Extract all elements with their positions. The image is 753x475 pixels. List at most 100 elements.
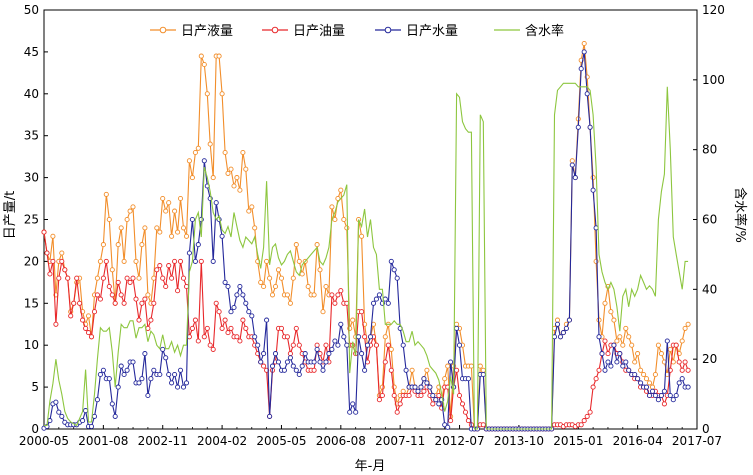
- data-point: [335, 292, 341, 298]
- data-point: [685, 367, 691, 373]
- data-point: [578, 422, 584, 428]
- data-point: [175, 288, 181, 294]
- data-point: [192, 317, 198, 323]
- data-point: [50, 258, 56, 264]
- data-point: [623, 359, 629, 365]
- data-point: [635, 351, 641, 357]
- data-point: [359, 233, 365, 239]
- data-point: [620, 363, 626, 369]
- data-point: [323, 283, 329, 290]
- data-point: [97, 296, 103, 302]
- data-point: [320, 367, 326, 373]
- data-point: [258, 359, 264, 365]
- data-point: [326, 351, 332, 357]
- data-point: [139, 300, 145, 306]
- data-point: [249, 204, 255, 210]
- data-point: [290, 363, 296, 369]
- data-point: [219, 233, 225, 239]
- data-point: [332, 300, 338, 306]
- data-point: [68, 313, 74, 319]
- data-point: [160, 275, 166, 281]
- data-point: [154, 267, 160, 273]
- data-point: [317, 359, 323, 365]
- data-point: [269, 292, 276, 298]
- y-left-tick-label: 10: [24, 338, 39, 352]
- data-point: [367, 334, 374, 340]
- data-point: [406, 392, 412, 399]
- legend-label: 含水率: [525, 23, 564, 39]
- data-point: [88, 423, 95, 430]
- data-point: [299, 271, 305, 277]
- data-point: [403, 367, 409, 373]
- data-point: [127, 279, 133, 285]
- data-point: [388, 258, 394, 264]
- data-point: [240, 292, 246, 298]
- data-point: [296, 342, 302, 348]
- y-axis-left-label: 日产量/t: [3, 191, 18, 239]
- data-point: [311, 359, 317, 365]
- data-point: [97, 258, 103, 264]
- data-point: [373, 296, 379, 302]
- data-point: [261, 351, 267, 357]
- data-point: [317, 267, 323, 273]
- data-point: [94, 292, 100, 298]
- data-point: [287, 300, 293, 306]
- data-point: [480, 367, 486, 373]
- data-point: [394, 409, 400, 415]
- data-point: [566, 317, 572, 323]
- data-point: [388, 367, 394, 373]
- data-point: [329, 204, 335, 210]
- data-point: [587, 124, 593, 130]
- data-point: [77, 300, 83, 306]
- data-point: [204, 325, 210, 331]
- data-point: [139, 242, 145, 248]
- data-point: [287, 351, 293, 357]
- data-point: [145, 325, 151, 331]
- data-point: [551, 334, 558, 340]
- data-point: [151, 300, 157, 306]
- x-tick-label: 2002-11: [138, 434, 188, 448]
- data-point: [189, 216, 195, 223]
- data-point: [94, 275, 100, 281]
- data-point: [293, 325, 299, 331]
- data-point: [362, 367, 368, 373]
- data-point: [261, 363, 267, 369]
- data-point: [430, 401, 436, 407]
- data-point: [124, 367, 130, 373]
- data-point: [563, 325, 569, 331]
- data-point: [213, 200, 219, 206]
- data-point: [468, 363, 474, 369]
- data-point: [652, 392, 658, 399]
- data-point: [575, 124, 581, 130]
- data-point: [148, 376, 154, 382]
- data-point: [560, 330, 566, 336]
- data-point: [611, 342, 617, 348]
- data-point: [376, 397, 382, 403]
- data-point: [587, 409, 593, 415]
- data-point: [599, 351, 605, 357]
- data-point: [593, 376, 599, 382]
- y-left-tick-label: 0: [31, 422, 39, 436]
- data-point: [151, 367, 157, 373]
- data-point: [323, 342, 329, 348]
- data-point: [121, 371, 127, 378]
- x-tick-label: 2001-08: [78, 434, 128, 448]
- data-point: [676, 359, 682, 365]
- data-point: [192, 258, 198, 264]
- data-point: [394, 275, 400, 281]
- data-point: [169, 233, 175, 239]
- data-point: [136, 317, 142, 323]
- series-2: [41, 49, 691, 432]
- series-3: [44, 82, 689, 430]
- data-point: [581, 418, 587, 424]
- data-point: [121, 258, 127, 264]
- data-point: [427, 384, 433, 390]
- data-point: [183, 283, 190, 290]
- data-point: [136, 380, 142, 386]
- data-point: [252, 334, 258, 340]
- legend-swatch-marker: [159, 26, 167, 34]
- data-point: [118, 363, 124, 369]
- data-point: [670, 397, 676, 403]
- data-point: [673, 392, 679, 399]
- data-point: [237, 338, 243, 344]
